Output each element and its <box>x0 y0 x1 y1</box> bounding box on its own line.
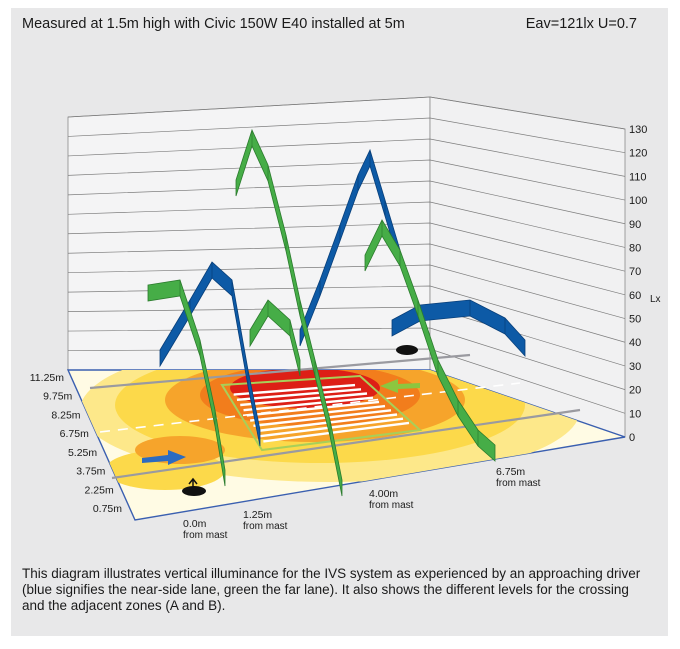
z-tick-label: 50 <box>629 314 641 326</box>
y-tick-label: 2.25m <box>85 484 114 496</box>
crossing-stripe <box>253 409 392 427</box>
eav-summary: Eav=121lx U=0.7 <box>525 16 637 32</box>
crossing-stripe <box>236 388 362 401</box>
x-tick-sublabel: from mast <box>243 521 288 532</box>
illuminance-ribbons <box>147 128 526 497</box>
far-lane-green-ribbon-mid <box>235 128 343 497</box>
crossing-stripe <box>243 396 374 412</box>
x-tick-sublabel: from mast <box>496 478 541 489</box>
x-tick-label: 0.0m <box>183 518 207 530</box>
grid-line <box>67 327 626 390</box>
y-tick-label: 6.75m <box>60 428 89 440</box>
road-lines <box>89 353 581 480</box>
measurement-note: Measured at 1.5m high with Civic 150W E4… <box>22 16 405 32</box>
grid-line <box>67 138 626 177</box>
z-tick-label: 100 <box>629 195 647 207</box>
y-tick-label: 8.25m <box>51 409 80 421</box>
z-axis-label: Lx <box>650 294 661 305</box>
x-tick-sublabel: from mast <box>183 530 228 541</box>
far-lane-direction-arrow <box>380 379 420 393</box>
crossing-zone <box>220 374 423 452</box>
z-tick-label: 20 <box>629 385 641 397</box>
y-tick-label: 9.75m <box>43 391 72 403</box>
mast-marker-near-arrow-icon <box>188 477 198 488</box>
grid-line <box>67 117 626 154</box>
grid-line <box>67 159 626 201</box>
y-tick-label: 3.75m <box>76 466 105 478</box>
z-tick-label: 120 <box>629 148 647 160</box>
far-lane-green-ribbon-inner <box>249 299 301 377</box>
y-tick-label: 11.25m <box>30 372 64 384</box>
header: Measured at 1.5m high with Civic 150W E4… <box>22 16 637 32</box>
x-tick-label: 1.25m <box>243 509 272 521</box>
z-tick-label: 80 <box>629 242 641 254</box>
crossing-stripe <box>240 392 368 407</box>
crossing-stripe <box>250 404 386 422</box>
y-tick-label: 0.75m <box>93 503 122 515</box>
x-tick-label: 4.00m <box>369 488 398 500</box>
grid-line <box>67 243 626 296</box>
crossing-stripes <box>233 383 410 443</box>
z-tick-label: 130 <box>629 124 647 136</box>
far-lane-green-ribbon-right <box>364 219 496 462</box>
grid-line <box>67 201 626 248</box>
near-lane-blue-ribbon-right <box>391 299 526 358</box>
z-tick-label: 110 <box>629 171 647 183</box>
illuminance-3d-chart: 0 10 20 30 40 50 60 70 80 90 100 110 120 130 Lx 11.25m 9… <box>30 96 661 541</box>
axis-labels: 0 10 20 30 40 50 60 70 80 90 100 110 120 130 Lx 11.25m 9… <box>30 124 661 541</box>
mast-marker-far <box>396 345 418 355</box>
crossing-stripe <box>246 400 380 417</box>
grid-line <box>67 180 626 225</box>
y-tick-label: 5.25m <box>68 447 97 459</box>
grid-line <box>67 285 626 343</box>
grid-line <box>67 96 626 130</box>
z-tick-label: 30 <box>629 361 641 373</box>
crossing-stripe <box>233 383 356 396</box>
mast-marker-near <box>182 486 206 496</box>
z-tick-label: 40 <box>629 337 641 349</box>
grid-line <box>67 222 626 272</box>
z-tick-label: 70 <box>629 266 641 278</box>
crossing-stripe <box>263 421 410 443</box>
figure-caption: This diagram illustrates vertical illumi… <box>22 566 641 613</box>
near-lane-direction-arrow <box>142 450 186 465</box>
z-tick-label: 60 <box>629 290 641 302</box>
z-tick-label: 90 <box>629 219 641 231</box>
grid-line <box>67 264 626 319</box>
x-tick-sublabel: from mast <box>369 500 414 511</box>
z-tick-label: 0 <box>629 432 635 444</box>
z-tick-label: 10 <box>629 408 641 420</box>
x-tick-label: 6.75m <box>496 466 525 478</box>
far-lane-green-ribbon-left <box>147 279 226 487</box>
